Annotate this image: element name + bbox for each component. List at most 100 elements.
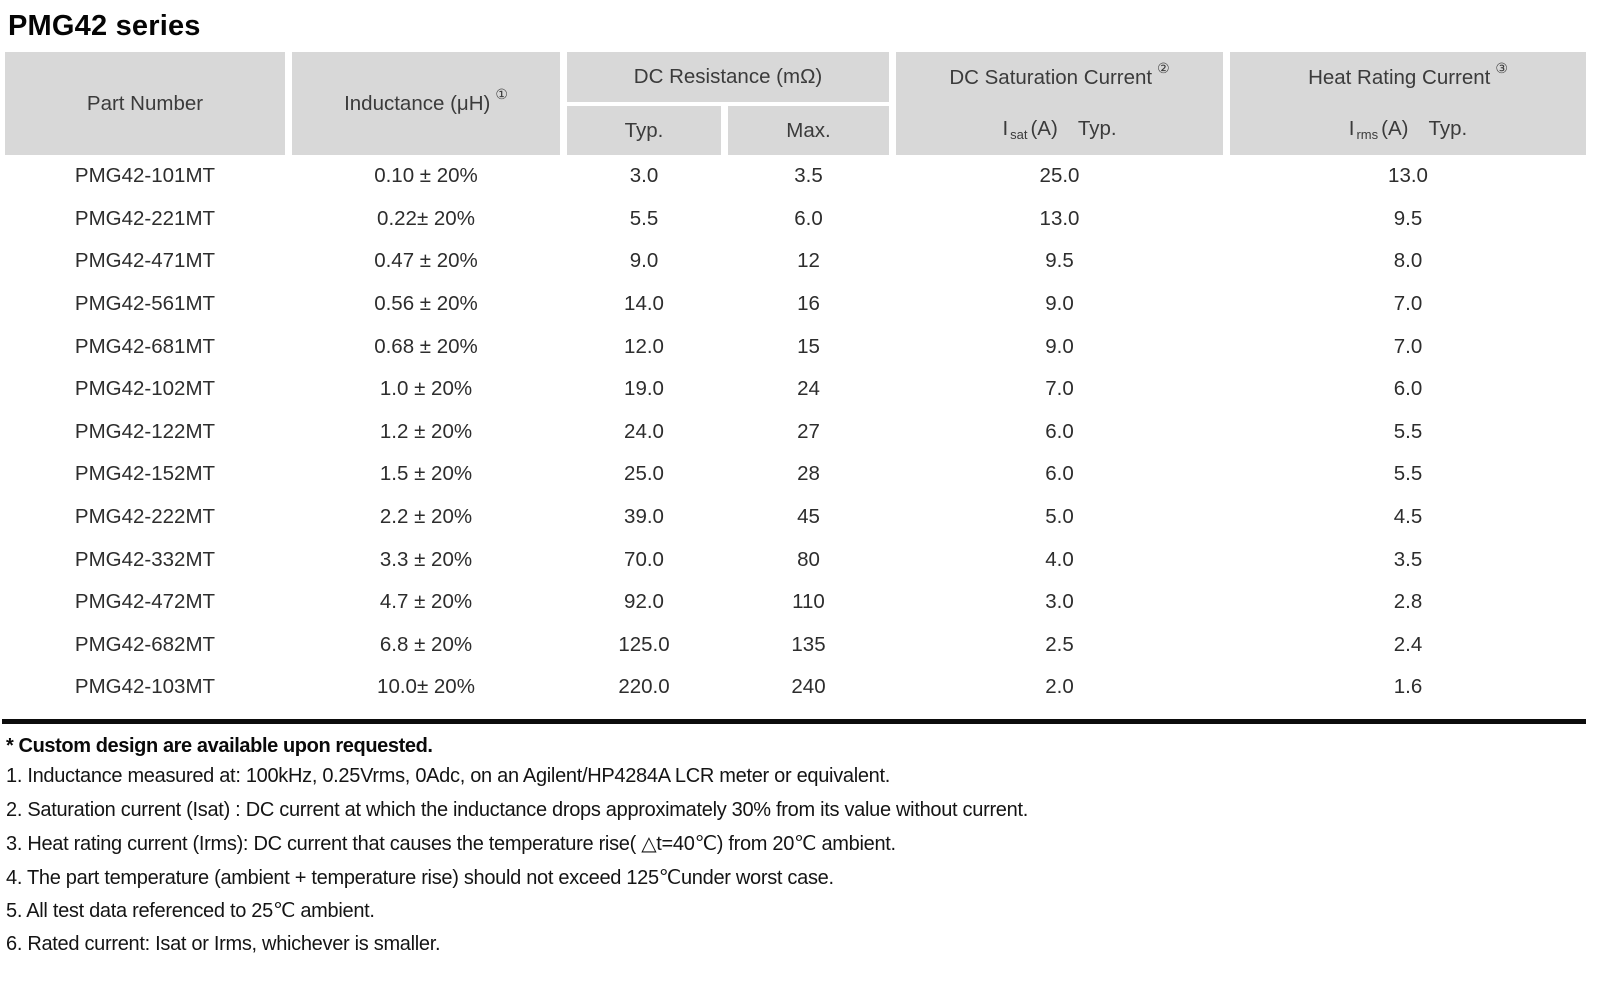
cell-dcr-max: 6.0 [794, 206, 823, 230]
cell-saturation-typ: 7.0 [1045, 377, 1074, 401]
table-row: PMG42-221MT 0.22± 20% 5.5 6.0 13.0 9.5 [5, 198, 1586, 241]
cell-saturation-typ: 2.5 [1045, 632, 1074, 656]
table-row: PMG42-681MT 0.68 ± 20% 12.0 15 9.0 7.0 [5, 325, 1586, 368]
irms-unit: (A) [1381, 117, 1409, 141]
table-row: PMG42-152MT 1.5 ± 20% 25.0 28 6.0 5.5 [5, 453, 1586, 496]
cell-inductance: 6.8 ± 20% [379, 632, 473, 656]
isat-symbol: I [1002, 117, 1009, 141]
irms-typ-label: Typ. [1428, 117, 1468, 141]
cell-inductance: 0.47 ± 20% [374, 249, 478, 273]
cell-heat-rating-typ: 3.5 [1393, 547, 1423, 571]
cell-inductance: 10.0± 20% [377, 675, 475, 699]
column-header-heat-rating: Heat Rating Current ③ I rms (A) Typ. [1230, 52, 1586, 155]
cell-dcr-max: 80 [797, 547, 820, 571]
dcr-max-label: Max. [786, 118, 831, 142]
table-row: PMG42-682MT 6.8 ± 20% 125.0 135 2.5 2.4 [5, 624, 1586, 667]
cell-dcr-max: 15 [797, 334, 820, 358]
cell-inductance: 3.3 ± 20% [379, 547, 473, 571]
inductance-label: Inductance (μH) [344, 91, 491, 115]
cell-inductance: 0.56 ± 20% [374, 292, 478, 316]
table-row: PMG42-471MT 0.47 ± 20% 9.0 12 9.5 8.0 [5, 240, 1586, 283]
cell-dcr-max: 135 [791, 632, 826, 656]
cell-saturation-typ: 25.0 [1039, 164, 1080, 188]
cell-inductance: 2.2 ± 20% [379, 505, 473, 529]
cell-inductance: 1.2 ± 20% [379, 419, 473, 443]
cell-heat-rating-typ: 5.5 [1393, 419, 1423, 443]
cell-part-number: PMG42-471MT [74, 249, 216, 273]
cell-part-number: PMG42-221MT [74, 206, 216, 230]
irms-subscript: rms [1356, 126, 1379, 142]
column-header-part-number: Part Number [5, 52, 285, 155]
footnote-4: 4. The part temperature (ambient + tempe… [6, 866, 834, 889]
cell-dcr-max: 24 [797, 377, 820, 401]
table-row: PMG42-102MT 1.0 ± 20% 19.0 24 7.0 6.0 [5, 368, 1586, 411]
cell-part-number: PMG42-681MT [74, 334, 216, 358]
cell-part-number: PMG42-102MT [74, 377, 216, 401]
table-row: PMG42-122MT 1.2 ± 20% 24.0 27 6.0 5.5 [5, 411, 1586, 454]
cell-saturation-typ: 9.0 [1045, 334, 1074, 358]
cell-dcr-typ: 24.0 [624, 419, 664, 443]
cell-dcr-typ: 220.0 [618, 675, 670, 699]
cell-inductance: 0.10 ± 20% [374, 164, 478, 188]
table-row: PMG42-222MT 2.2 ± 20% 39.0 45 5.0 4.5 [5, 496, 1586, 539]
dcr-typ-label: Typ. [624, 118, 664, 142]
cell-dcr-typ: 12.0 [624, 334, 664, 358]
cell-part-number: PMG42-122MT [74, 419, 216, 443]
cell-saturation-typ: 6.0 [1045, 462, 1074, 486]
page-title: PMG42 series [8, 10, 201, 42]
table-row: PMG42-103MT 10.0± 20% 220.0 240 2.0 1.6 [5, 666, 1586, 709]
cell-dcr-typ: 14.0 [624, 292, 664, 316]
footnote-1: 1. Inductance measured at: 100kHz, 0.25V… [6, 765, 891, 788]
cell-part-number: PMG42-103MT [74, 675, 216, 699]
cell-saturation-typ: 5.0 [1045, 505, 1074, 529]
cell-saturation-typ: 3.0 [1045, 590, 1074, 614]
cell-saturation-typ: 13.0 [1039, 206, 1080, 230]
heat-rating-label: Heat Rating Current [1308, 65, 1491, 89]
heat-rating-title: Heat Rating Current ③ [1308, 60, 1508, 90]
cell-dcr-typ: 70.0 [624, 547, 664, 571]
cell-saturation-typ: 6.0 [1045, 419, 1074, 443]
cell-saturation-typ: 9.5 [1045, 249, 1074, 273]
column-header-dcr-max: Max. [728, 106, 889, 155]
cell-dcr-typ: 39.0 [624, 505, 664, 529]
cell-saturation-typ: 4.0 [1045, 547, 1074, 571]
cell-heat-rating-typ: 6.0 [1393, 377, 1423, 401]
cell-inductance: 4.7 ± 20% [379, 590, 473, 614]
cell-dcr-max: 12 [797, 249, 820, 273]
dc-saturation-unit-row: I sat (A) Typ. [1002, 117, 1117, 142]
part-number-label: Part Number [86, 91, 204, 115]
isat-typ-label: Typ. [1077, 117, 1117, 141]
dc-saturation-label: DC Saturation Current [949, 65, 1153, 89]
cell-part-number: PMG42-222MT [74, 505, 216, 529]
table-row: PMG42-472MT 4.7 ± 20% 92.0 110 3.0 2.8 [5, 581, 1586, 624]
dc-saturation-title: DC Saturation Current ② [949, 60, 1169, 90]
cell-dcr-typ: 92.0 [624, 590, 664, 614]
irms-symbol: I [1348, 117, 1355, 141]
cell-heat-rating-typ: 7.0 [1393, 334, 1423, 358]
spec-table: Part Number Inductance (μH) ① DC Resista… [5, 52, 1586, 709]
dc-resistance-label: DC Resistance (mΩ) [633, 65, 823, 88]
cell-dcr-max: 110 [792, 590, 825, 614]
cell-saturation-typ: 9.0 [1045, 292, 1074, 316]
cell-dcr-max: 3.5 [794, 164, 823, 188]
cell-dcr-max: 27 [797, 419, 820, 443]
heat-rating-unit-row: I rms (A) Typ. [1348, 117, 1468, 142]
cell-heat-rating-typ: 1.6 [1393, 675, 1423, 699]
cell-part-number: PMG42-152MT [74, 462, 216, 486]
cell-dcr-typ: 9.0 [629, 249, 659, 273]
cell-part-number: PMG42-101MT [74, 164, 216, 188]
cell-dcr-max: 240 [791, 675, 826, 699]
column-header-dc-saturation: DC Saturation Current ② I sat (A) Typ. [896, 52, 1223, 155]
cell-inductance: 0.22± 20% [377, 206, 475, 230]
cell-heat-rating-typ: 5.5 [1393, 462, 1423, 486]
cell-saturation-typ: 2.0 [1045, 675, 1074, 699]
footnote-6: 6. Rated current: Isat or Irms, whicheve… [6, 932, 441, 955]
column-header-inductance: Inductance (μH) ① [292, 52, 560, 155]
cell-heat-rating-typ: 7.0 [1393, 292, 1423, 316]
cell-heat-rating-typ: 8.0 [1393, 249, 1423, 273]
table-body: PMG42-101MT 0.10 ± 20% 3.0 3.5 25.0 13.0… [5, 155, 1586, 709]
cell-dcr-typ: 125.0 [618, 632, 670, 656]
cell-inductance: 0.68 ± 20% [374, 334, 478, 358]
cell-part-number: PMG42-682MT [74, 632, 216, 656]
